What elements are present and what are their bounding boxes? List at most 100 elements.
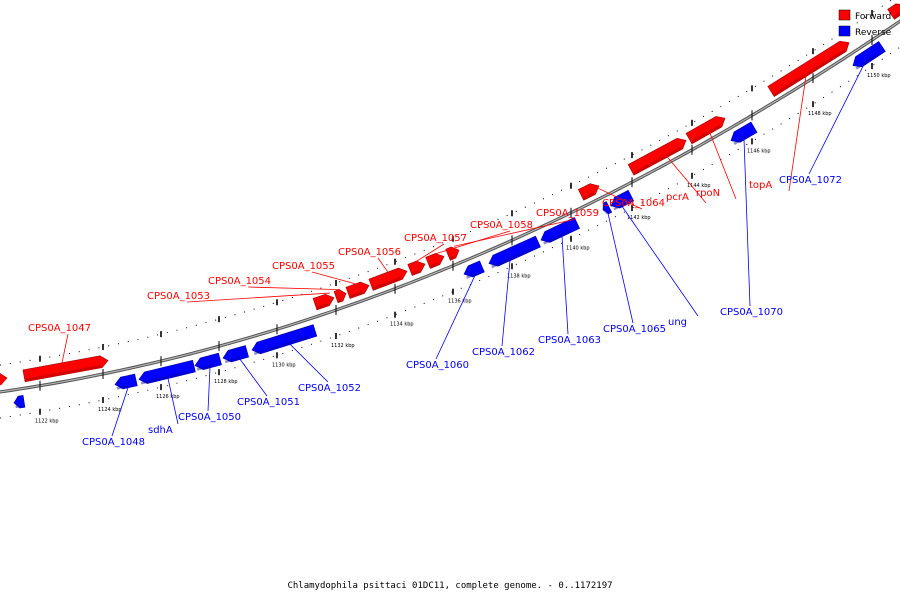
tick-label: 1130 kbp xyxy=(272,362,296,368)
genome-title: Chlamydophila psittaci 01DC11, complete … xyxy=(287,581,612,591)
gene-topa-body xyxy=(767,40,850,97)
gene-cps0a-1060[interactable] xyxy=(462,260,485,280)
gene-cps0a-1060-shade xyxy=(466,272,477,279)
gene-label-cps0a-1048[interactable]: CPS0A_1048 xyxy=(82,437,145,448)
tick-label: 1122 kbp xyxy=(35,419,59,425)
leader-line xyxy=(111,387,129,437)
leader-line xyxy=(377,257,389,273)
gene-label-cps0a-1056[interactable]: CPS0A_1056 xyxy=(338,247,401,258)
gene-cps0a-1059[interactable] xyxy=(445,245,462,261)
gene-cps0a-1053[interactable] xyxy=(312,292,336,311)
gene-cps0a-1064-body xyxy=(577,183,600,201)
gene-pcra[interactable] xyxy=(627,135,689,176)
leader-line xyxy=(705,122,737,200)
gene-cps0a-1070-shade xyxy=(733,133,750,145)
gene-cps0a-1050-body xyxy=(194,352,222,370)
gene-cps0a-1063[interactable] xyxy=(538,217,580,246)
gene-label-cps0a-1057[interactable]: CPS0A_1057 xyxy=(404,233,467,244)
gene-cps0a-1064[interactable] xyxy=(577,181,601,201)
gene-cps0a-1072-body xyxy=(852,41,886,68)
gene-cps0a-1056[interactable] xyxy=(368,266,409,291)
gene-pcra-shade xyxy=(633,146,682,175)
gene-cps0a-1070[interactable] xyxy=(728,121,758,146)
gene-cps0a-1055-body xyxy=(345,281,370,299)
gene-cps0a-1051-shade xyxy=(224,356,241,364)
gene-cps0a-1063-shade xyxy=(543,229,573,245)
gene-cps0a-1072[interactable] xyxy=(850,41,886,70)
gene-cps0a-1057[interactable] xyxy=(407,258,427,276)
gene-label-topa[interactable]: topA xyxy=(749,180,772,191)
gene-cps0a-1055-shade xyxy=(349,290,364,298)
gene-label-cps0a-1053[interactable]: CPS0A_1053 xyxy=(147,291,210,302)
gene-cps0a-1054[interactable] xyxy=(333,288,348,304)
leader-line xyxy=(808,64,865,175)
gene-label-cps0a-1058[interactable]: CPS0A_1058 xyxy=(470,220,533,231)
tick-label: 1134 kbp xyxy=(390,322,414,328)
leader-line xyxy=(311,271,357,285)
gene-reverse-0[interactable] xyxy=(13,395,26,409)
gene-rpon-shade xyxy=(691,124,721,143)
gene-cps0a-1065-body xyxy=(610,189,635,209)
gene-label-cps0a-1063[interactable]: CPS0A_1063 xyxy=(538,335,601,346)
gene-reverse-9-shade xyxy=(605,211,608,215)
gene-forward-13-shade xyxy=(893,11,900,19)
leader-line xyxy=(607,213,634,324)
gene-cps0a-1047-shade xyxy=(25,364,102,382)
gene-label-sdha[interactable]: sdhA xyxy=(148,425,173,436)
gene-cps0a-1065[interactable] xyxy=(608,189,635,211)
gene-cps0a-1050[interactable] xyxy=(193,352,222,371)
gene-label-rpon[interactable]: rpoN xyxy=(696,188,720,199)
gene-label-cps0a-1064[interactable]: CPS0A_1064 xyxy=(602,198,665,209)
gene-reverse-9-body xyxy=(602,201,613,215)
gene-sdha[interactable] xyxy=(138,359,196,385)
gene-label-pcra[interactable]: pcrA xyxy=(666,192,689,203)
gene-cps0a-1048-shade xyxy=(116,384,130,390)
gene-forward-0-body xyxy=(0,372,8,387)
gene-label-cps0a-1059[interactable]: CPS0A_1059 xyxy=(536,208,599,219)
gene-label-cps0a-1054[interactable]: CPS0A_1054 xyxy=(208,276,271,287)
leader-line xyxy=(61,333,69,363)
genome-backbone xyxy=(0,19,900,394)
gene-cps0a-1052[interactable] xyxy=(250,324,318,356)
gene-cps0a-1047[interactable] xyxy=(22,355,109,383)
leader-line xyxy=(207,367,211,412)
tick-label: 1128 kbp xyxy=(214,379,238,385)
gene-topa-shade xyxy=(773,49,846,96)
gene-cps0a-1051[interactable] xyxy=(221,345,250,364)
gene-label-cps0a-1065[interactable]: CPS0A_1065 xyxy=(603,324,666,335)
gene-cps0a-1058[interactable] xyxy=(425,251,446,269)
tick-label: 1146 kbp xyxy=(747,148,771,154)
leader-line xyxy=(788,62,809,192)
gene-cps0a-1057-body xyxy=(407,260,426,276)
leader-line xyxy=(453,218,577,247)
gene-forward-13-body xyxy=(887,3,900,20)
gene-label-cps0a-1070[interactable]: CPS0A_1070 xyxy=(720,307,783,318)
gene-reverse-0-shade xyxy=(15,405,19,409)
gene-cps0a-1048[interactable] xyxy=(114,373,138,390)
gene-label-ung[interactable]: ung xyxy=(668,317,687,328)
gene-cps0a-1053-shade xyxy=(316,303,329,310)
gene-cps0a-1055[interactable] xyxy=(345,280,371,299)
gene-cps0a-1062[interactable] xyxy=(487,235,541,269)
gene-cps0a-1054-shade xyxy=(337,298,342,302)
gene-cps0a-1060-body xyxy=(463,260,485,278)
gene-topa[interactable] xyxy=(767,38,852,97)
gene-cps0a-1053-body xyxy=(312,293,335,311)
gene-label-cps0a-1052[interactable]: CPS0A_1052 xyxy=(298,383,361,394)
gene-cps0a-1064-shade xyxy=(583,192,595,200)
gene-label-cps0a-1047[interactable]: CPS0A_1047 xyxy=(28,323,91,334)
gene-label-cps0a-1051[interactable]: CPS0A_1051 xyxy=(237,397,300,408)
gene-forward-13[interactable] xyxy=(887,0,900,20)
gene-label-cps0a-1055[interactable]: CPS0A_1055 xyxy=(272,261,335,272)
gene-label-cps0a-1060[interactable]: CPS0A_1060 xyxy=(406,360,469,371)
gene-label-cps0a-1062[interactable]: CPS0A_1062 xyxy=(472,347,535,358)
legend-swatch-forward xyxy=(838,9,851,21)
gene-label-cps0a-1072[interactable]: CPS0A_1072 xyxy=(779,175,842,186)
leader-line xyxy=(621,206,699,317)
gene-reverse-9[interactable] xyxy=(600,201,613,216)
gene-forward-0[interactable] xyxy=(0,372,8,387)
gene-label-cps0a-1050[interactable]: CPS0A_1050 xyxy=(178,412,241,423)
gene-rpon[interactable] xyxy=(685,113,728,145)
